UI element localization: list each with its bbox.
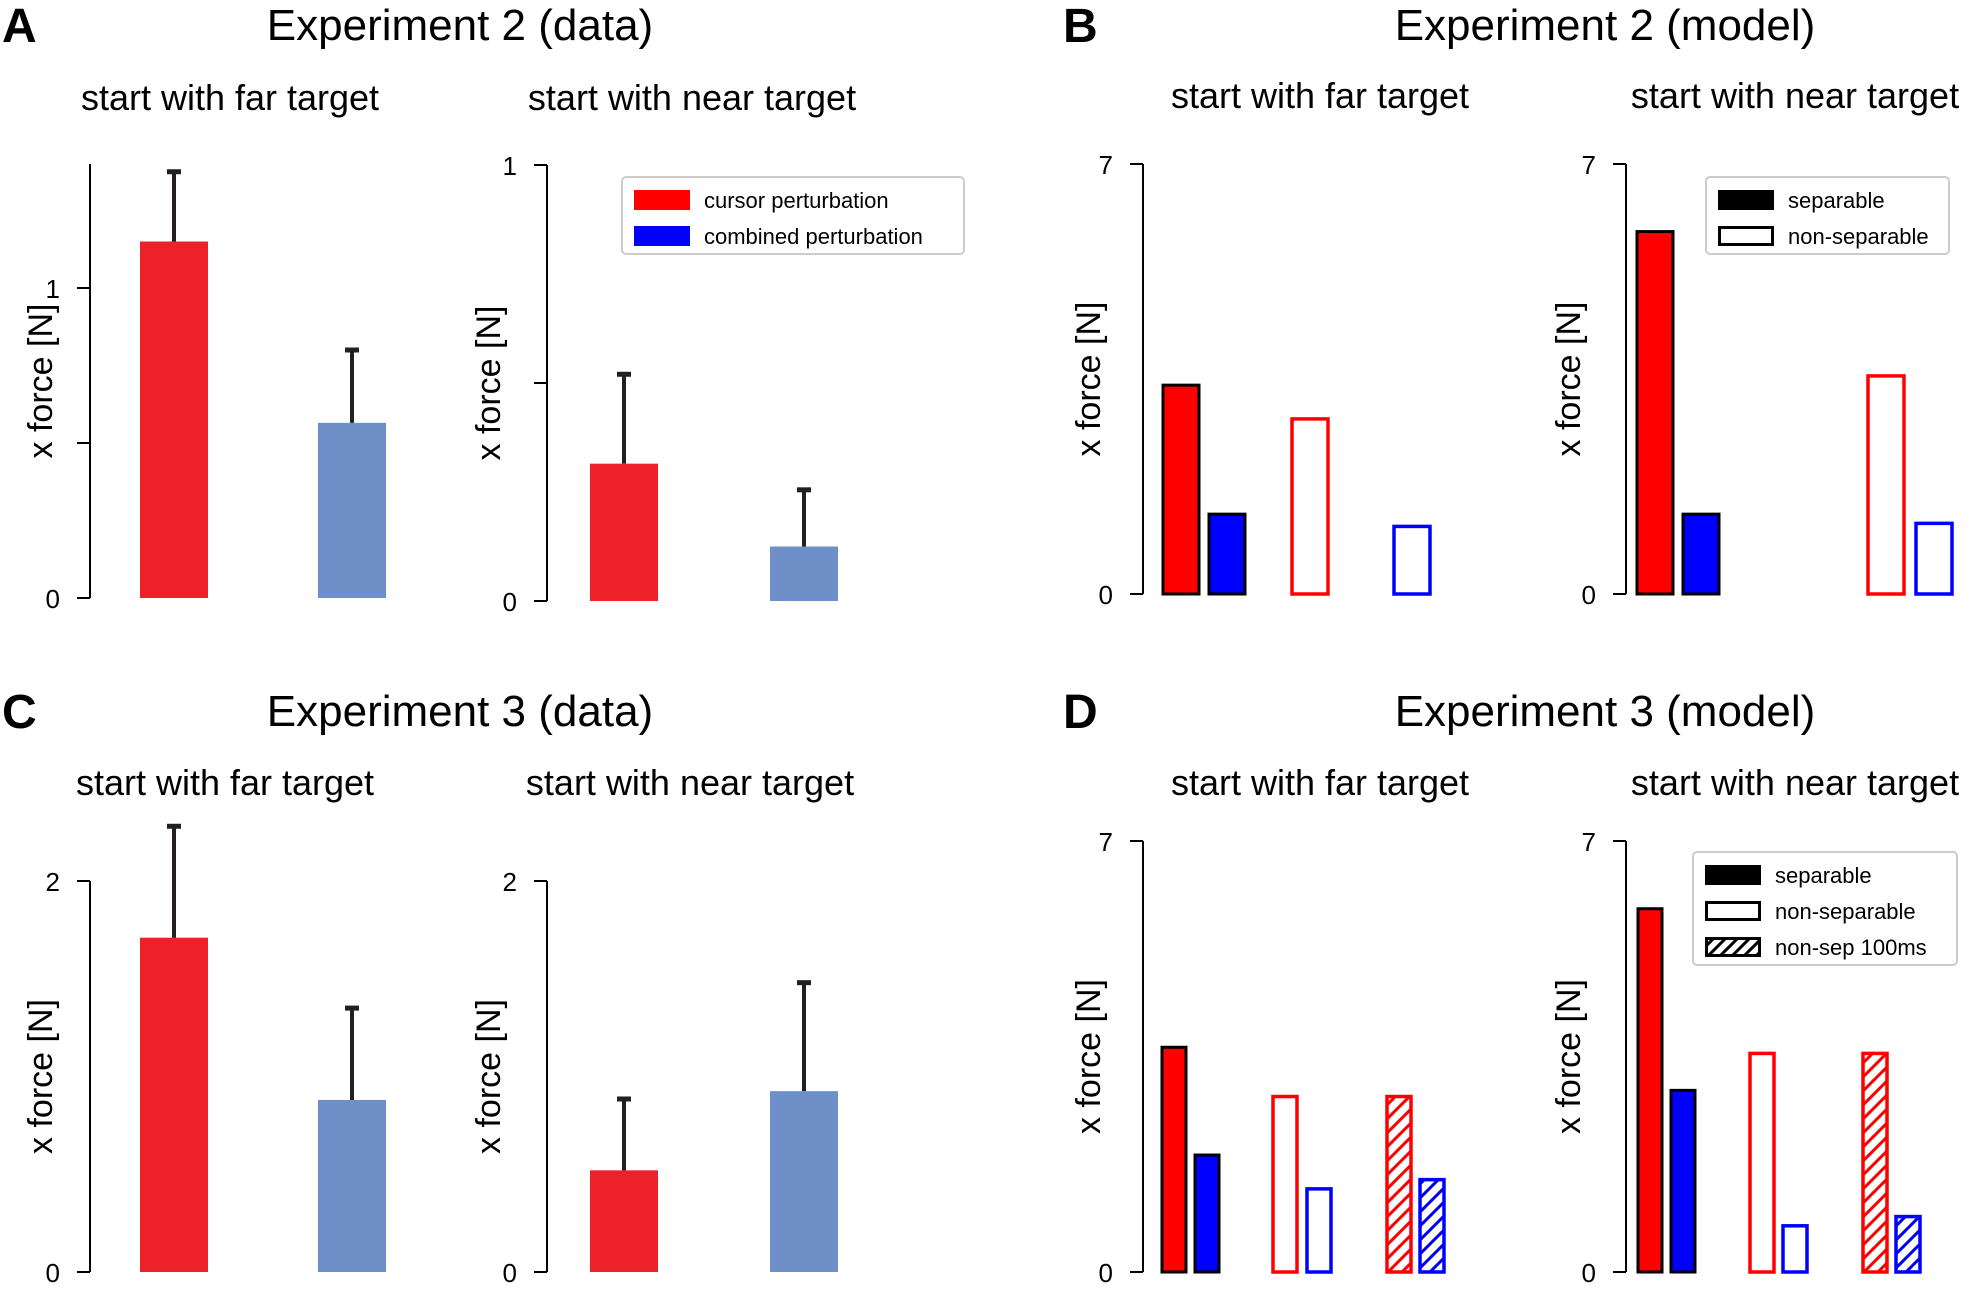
subplot-c-far: start with far target x force [N] 0 2 xyxy=(22,762,386,1288)
subplot-a-far: start with far target x force [N] 0 1 xyxy=(22,77,386,614)
bar-combined-perturbation xyxy=(318,422,386,598)
bar-non-separable-cursor xyxy=(1748,1051,1776,1274)
y-axis-label: x force [N] xyxy=(22,999,60,1154)
bar-separable-cursor xyxy=(1161,383,1201,596)
panel-letter-c: C xyxy=(2,686,37,739)
panel-title-b: Experiment 2 (model) xyxy=(1395,1,1816,50)
y-axis-label: x force [N] xyxy=(1070,979,1108,1134)
legend-label: non-separable xyxy=(1775,899,1916,924)
bar-cursor-perturbation xyxy=(140,241,208,598)
y-tick-label: 0 xyxy=(46,584,60,614)
bar-non-separable-combined xyxy=(1305,1187,1333,1274)
y-tick-label: 0 xyxy=(46,1258,60,1288)
panel-letter-b: B xyxy=(1063,0,1098,53)
legend-label: separable xyxy=(1788,188,1885,213)
subplot-title: start with far target xyxy=(1171,75,1469,116)
legend-label: cursor perturbation xyxy=(704,188,889,213)
panel-letter-a: A xyxy=(2,0,37,53)
subplot-c-near: start with near target x force [N] 0 2 xyxy=(470,762,854,1288)
bar-cursor-perturbation xyxy=(140,937,208,1272)
bar-combined-perturbation xyxy=(318,1099,386,1272)
legend-swatch-separable xyxy=(1718,190,1774,210)
y-tick-label: 0 xyxy=(1582,1258,1596,1288)
bar-non-separable-combined xyxy=(1781,1224,1809,1274)
bar-non-separable-cursor xyxy=(1290,417,1330,596)
y-tick-label: 7 xyxy=(1099,150,1113,180)
bar-non-separable-combined xyxy=(1914,521,1954,596)
legend: separable non-separable non-sep 100ms xyxy=(1692,851,1958,966)
subplot-b-near: start with near target x force [N] 0 7 separ… xyxy=(1550,75,1959,610)
bar-non-sep-100ms-combined xyxy=(1418,1177,1446,1274)
bar-non-sep-100ms-cursor xyxy=(1385,1094,1413,1274)
bar-separable-combined xyxy=(1681,512,1721,596)
bar-separable-combined xyxy=(1193,1153,1221,1274)
legend-swatch-non-sep-100ms xyxy=(1705,937,1761,957)
y-tick-label: 7 xyxy=(1582,150,1596,180)
bar-separable-combined xyxy=(1207,512,1247,596)
legend-frame xyxy=(621,176,965,255)
y-tick-label: 0 xyxy=(1099,1258,1113,1288)
subplot-d-far: start with far target x force [N] 0 7 xyxy=(1070,762,1469,1288)
subplot-b-far: start with far target x force [N] 0 7 xyxy=(1070,75,1469,610)
bar-non-sep-100ms-cursor xyxy=(1861,1051,1889,1274)
subplot-title: start with near target xyxy=(1631,75,1959,116)
panel-title-a: Experiment 2 (data) xyxy=(267,1,653,50)
subplot-title: start with far target xyxy=(1171,762,1469,803)
y-axis-label: x force [N] xyxy=(470,306,508,461)
legend: separable non-separable xyxy=(1705,176,1950,255)
bar-separable-cursor xyxy=(1635,230,1675,596)
y-tick-label: 7 xyxy=(1582,827,1596,857)
y-axis-label: x force [N] xyxy=(1550,302,1588,457)
y-tick-label: 7 xyxy=(1099,827,1113,857)
legend-swatch-cursor-perturbation xyxy=(634,190,690,210)
subplot-a-near: start with near target x force [N] 0 1 curso… xyxy=(470,77,965,617)
y-tick-label: 2 xyxy=(503,867,517,897)
legend: cursor perturbation combined perturbation xyxy=(621,176,965,255)
panel-title-c: Experiment 3 (data) xyxy=(267,687,653,736)
subplot-title: start with near target xyxy=(528,77,856,118)
bar-cursor-perturbation xyxy=(590,463,658,601)
subplot-title: start with far target xyxy=(76,762,374,803)
y-tick-label: 1 xyxy=(46,274,60,304)
bar-non-separable-combined xyxy=(1392,524,1432,596)
y-tick-label: 0 xyxy=(1099,580,1113,610)
y-tick-label: 1 xyxy=(503,151,517,181)
legend-swatch-non-separable xyxy=(1705,901,1761,921)
y-tick-label: 2 xyxy=(46,867,60,897)
y-axis-label: x force [N] xyxy=(1550,979,1588,1134)
y-axis-label: x force [N] xyxy=(22,304,60,459)
legend-swatch-non-separable xyxy=(1718,226,1774,246)
subplot-title: start with far target xyxy=(81,77,379,118)
subplot-title: start with near target xyxy=(1631,762,1959,803)
bar-separable-combined xyxy=(1669,1088,1697,1274)
bar-non-sep-100ms-combined xyxy=(1894,1214,1922,1274)
bar-non-separable-cursor xyxy=(1271,1094,1299,1274)
bar-combined-perturbation xyxy=(770,1091,838,1272)
panel-title-d: Experiment 3 (model) xyxy=(1395,687,1816,736)
panel-letter-d: D xyxy=(1063,686,1098,739)
y-tick-label: 0 xyxy=(503,587,517,617)
legend-label: non-separable xyxy=(1788,224,1929,249)
legend-label: combined perturbation xyxy=(704,224,923,249)
y-tick-label: 0 xyxy=(1582,580,1596,610)
bar-separable-cursor xyxy=(1636,907,1664,1274)
subplot-title: start with near target xyxy=(526,762,854,803)
bar-cursor-perturbation xyxy=(590,1170,658,1272)
y-tick-label: 0 xyxy=(503,1258,517,1288)
y-axis-label: x force [N] xyxy=(1070,302,1108,457)
legend-swatch-separable xyxy=(1705,865,1761,885)
legend-swatch-combined-perturbation xyxy=(634,226,690,246)
bar-non-separable-cursor xyxy=(1866,374,1906,596)
y-axis-label: x force [N] xyxy=(470,999,508,1154)
legend-label: separable xyxy=(1775,863,1872,888)
bar-separable-cursor xyxy=(1160,1045,1188,1274)
legend-label: non-sep 100ms xyxy=(1775,935,1927,960)
bar-combined-perturbation xyxy=(770,546,838,601)
subplot-d-near: start with near target x force [N] 0 7 separ… xyxy=(1550,762,1959,1288)
